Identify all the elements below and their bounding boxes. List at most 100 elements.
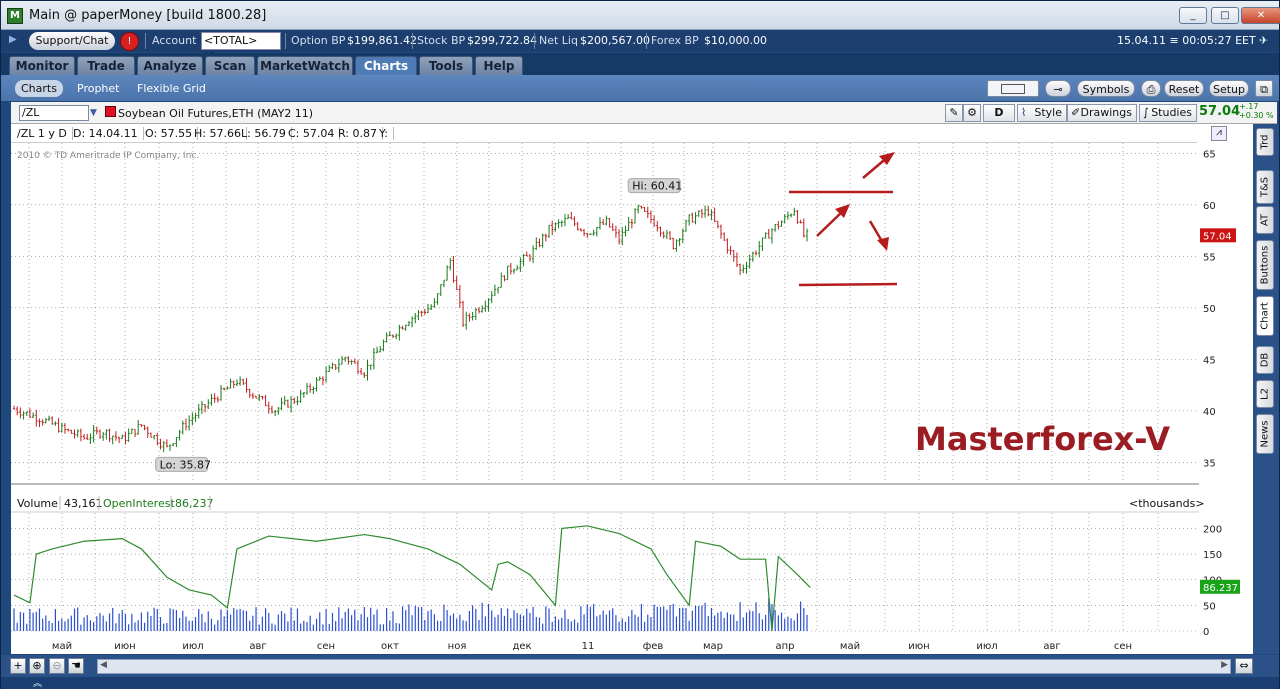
drawings-label: Drawings [1080,106,1132,119]
high-label-text: Hi: 60.41 [632,180,682,193]
tab-trade[interactable]: Trade [77,56,135,75]
crosshair-icon[interactable]: + [10,658,26,674]
link-icon[interactable]: ⊸ [1045,80,1071,97]
chevron-down-icon[interactable]: ▼ [90,108,97,118]
layout-selector[interactable] [987,80,1039,97]
account-bar: ▶ Support/Chat ! Account <TOTAL> (A... O… [1,30,1279,63]
wrench-icon[interactable]: ✈ [1259,34,1269,47]
support-chat-button[interactable]: Support/Chat [29,32,115,50]
time-tick-label: сен [317,641,335,652]
zoom-in-icon[interactable]: ⊕ [29,658,45,674]
pan-hand-icon[interactable]: ☚ [68,658,84,674]
app-icon: M [7,8,23,24]
time-tick-label: апр [775,641,794,652]
expand-icon[interactable]: ⇔ [1235,658,1253,674]
low-label-text: Lo: 35.87 [160,458,211,471]
time-tick-label: окт [381,641,399,652]
zoom-out-icon[interactable]: ⊖ [49,658,65,674]
tab-monitor[interactable]: Monitor [9,56,75,75]
volume-header: Volume 43,161 OpenInterest 86,237 <thous… [11,494,1205,513]
volume-label: Volume [17,497,58,510]
scroll-left-icon[interactable]: ◀ [100,660,107,670]
account-select[interactable]: <TOTAL> (A... [201,32,281,63]
title-bar: M Main @ paperMoney [build 1800.28] _ □ … [1,1,1280,30]
info-symbol-period[interactable]: /ZL 1 y D [17,127,73,140]
oi-marker-text: 86.237 [1203,583,1238,594]
subtab-flexible-grid[interactable]: Flexible Grid [137,82,206,95]
subtab-charts[interactable]: Charts [15,80,63,97]
price-tick-label: 65 [1203,149,1216,160]
horizontal-scrollbar[interactable]: ◀ ▶ [97,659,1231,674]
last-price-marker-text: 57.04 [1203,231,1232,242]
time-tick-label: май [52,641,72,652]
open-interest-value: 86,237 [175,497,214,510]
alert-icon[interactable]: ! [120,32,139,51]
time-tick-label: 11 [582,641,595,652]
symbols-button[interactable]: Symbols [1077,80,1135,97]
price-tick-label: 40 [1203,407,1216,418]
wrench-tool-icon[interactable]: ⚙ [963,104,981,122]
print-icon[interactable]: ⎙ [1141,80,1161,97]
side-tab-at[interactable]: AT [1256,206,1274,234]
info-open: O: 57.55 [145,127,199,140]
side-tab-news[interactable]: News [1256,414,1274,454]
studies-icon: ∫ [1143,106,1149,119]
minimize-button[interactable]: _ [1179,7,1207,24]
side-tab-l2[interactable]: L2 [1256,380,1274,408]
setup-button[interactable]: Setup [1209,80,1249,97]
time-tick-label: авг [249,641,266,652]
style-button[interactable]: ⌇ Style [1017,104,1067,122]
symbol-type-icon [105,106,116,117]
period-selector[interactable]: D [983,104,1015,122]
stock-bp-value: $299,722.84 [467,34,537,47]
side-tab-label: Buttons [1259,245,1271,285]
studies-button[interactable]: ∫ Studies [1139,104,1197,122]
tab-charts[interactable]: Charts [355,56,417,75]
chart-settings-icon[interactable]: ⩘ [1211,126,1227,141]
menu-arrow-icon[interactable]: ▶ [9,34,17,45]
grid [11,143,1199,483]
option-bp-label: Option BP [291,34,346,47]
side-tab-trd[interactable]: Trd [1256,128,1274,156]
price-change-abs: +.17 [1239,102,1259,111]
scroll-right-icon[interactable]: ▶ [1221,660,1228,670]
side-tab-db[interactable]: DB [1256,346,1274,374]
detach-icon[interactable]: ⧉ [1255,80,1273,97]
watermark-text: Masterforex-V [915,420,1170,458]
symbol-input[interactable]: /ZL [19,105,89,121]
side-gadget-tabs: Trd T&S AT Buttons Chart DB L2 News [1253,124,1279,654]
tab-analyze[interactable]: Analyze [137,56,203,75]
price-change-pct: +0.30 % [1239,111,1274,120]
chart-canvas[interactable]: 2010 © TD Ameritrade IP Company, Inc. 35… [1,124,1253,656]
price-tick-label: 60 [1203,201,1216,212]
down-arrow-icon [868,220,889,251]
last-price-marker: 57.04 [1200,228,1236,243]
close-button[interactable]: ✕ [1241,7,1280,24]
side-tab-label: T&S [1259,176,1271,198]
account-label: Account [152,34,197,47]
side-tab-buttons[interactable]: Buttons [1256,240,1274,290]
forex-bp-label: Forex BP [651,34,699,47]
time-tick-label: дек [512,641,531,652]
style-icon: ⌇ [1021,106,1027,119]
chart-area[interactable] [11,124,1199,654]
side-tab-label: DB [1259,352,1271,368]
tab-scan[interactable]: Scan [205,56,255,75]
reset-button[interactable]: Reset [1164,80,1204,97]
symbol-description: Soybean Oil Futures,ETH (MAY2 11) [118,107,314,120]
collapse-icon[interactable]: ︽ [33,679,43,689]
info-close: C: 57.04 [288,127,341,140]
drawings-button[interactable]: ✐ Drawings [1067,104,1137,122]
pencil-tool-icon[interactable]: ✎ [945,104,963,122]
tab-tools[interactable]: Tools [419,56,473,75]
subtab-prophet[interactable]: Prophet [77,82,120,95]
side-tab-ts[interactable]: T&S [1256,170,1274,204]
tab-help[interactable]: Help [475,56,523,75]
side-tab-label: Trd [1259,134,1271,150]
maximize-button[interactable]: □ [1211,7,1239,24]
divider [412,33,413,49]
studies-label: Studies [1151,106,1192,119]
tab-marketwatch[interactable]: MarketWatch [257,56,353,75]
side-tab-chart[interactable]: Chart [1256,296,1274,336]
info-range: R: 0.87 [338,127,383,140]
